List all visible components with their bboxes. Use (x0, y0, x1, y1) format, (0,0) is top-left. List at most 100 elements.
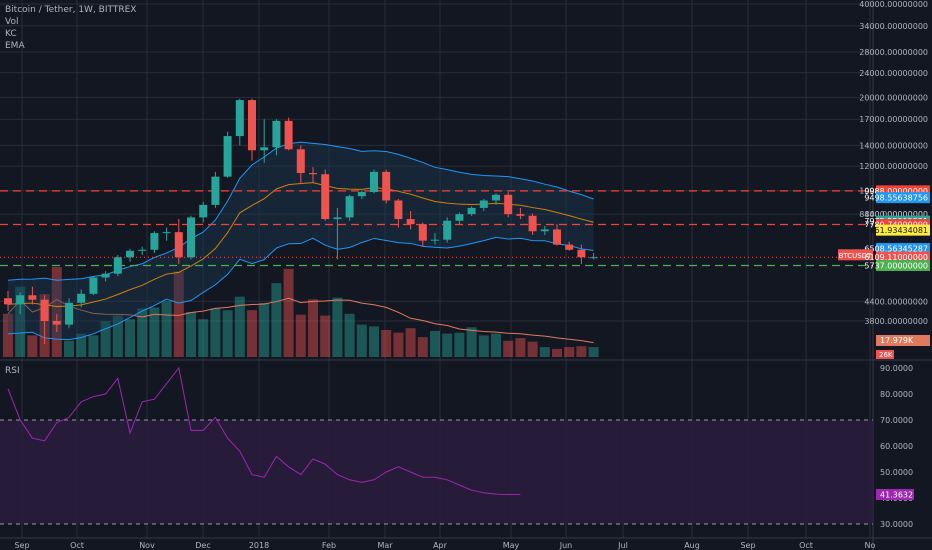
time-axis-label: Mar (377, 541, 393, 550)
candle-body (504, 194, 513, 215)
volume-bar (112, 315, 123, 357)
price-axis-tick-label: 28000.00000000 (859, 48, 928, 57)
volume-bar (466, 327, 477, 357)
price-label-ema: 7461.93434081 (864, 226, 928, 235)
candle-body (479, 200, 488, 208)
candle-body (272, 120, 281, 148)
volume-bar (369, 326, 379, 357)
chart-title: Bitcoin / Tether, 1W, BITTREX (5, 5, 137, 15)
legend-indicator-ema[interactable]: EMA (5, 41, 25, 51)
candle-body (65, 302, 73, 325)
candle-body (138, 249, 147, 251)
price-axis-tick-label: 24000.00000000 (859, 69, 928, 78)
candle-body (333, 217, 342, 220)
price-axis-tick-label: 8400.000000000 (859, 210, 928, 219)
vol-label: 26K (879, 351, 893, 359)
candle-body (4, 298, 12, 305)
volume-bar (186, 312, 196, 357)
price-label-bg (876, 260, 930, 272)
candle-body (28, 295, 37, 300)
rsi-last-label-bg (876, 488, 914, 500)
price-axis-tick-label: 34000.00000000 (859, 22, 928, 31)
volume-bar (198, 319, 209, 357)
rsi-axis-tick-label: 70.0000 (880, 416, 913, 425)
time-axis-label: 2018 (249, 541, 269, 550)
rsi-line (7, 366, 521, 496)
price-axis-tick-label: 20000.00000000 (859, 93, 928, 102)
volume-bar (247, 310, 257, 357)
volume-ma-line (7, 297, 594, 344)
price-label-bg (876, 218, 930, 230)
rsi-band-fill (0, 420, 873, 524)
volume-bar (76, 333, 87, 357)
legend-indicator-kc[interactable]: KC (5, 29, 17, 39)
price-axis-tick-label: 12000.00000000 (859, 162, 928, 171)
price-label-bg (876, 192, 930, 204)
candle-body (553, 229, 561, 245)
kc-lower-line (7, 236, 594, 341)
candle-body (260, 147, 269, 151)
candle-body (248, 100, 256, 151)
volume-bar (149, 307, 160, 357)
candle-body (357, 192, 366, 197)
volume-bar (222, 310, 233, 357)
volume-bar (51, 267, 62, 357)
time-axis-label: Aug (684, 541, 700, 550)
candle-body (565, 244, 574, 250)
candle-body (211, 176, 220, 205)
candle-body (321, 174, 330, 220)
volume-bar (588, 347, 599, 357)
candle-body (492, 194, 500, 201)
rsi-axis-tick-label: 90.0000 (880, 364, 913, 373)
candle-body (370, 171, 378, 193)
symbol-badge-text: BTCUSDT (839, 252, 873, 260)
time-axis-label: Feb (322, 541, 336, 550)
volume-bar (100, 321, 111, 357)
volume-bar (442, 333, 453, 357)
time-axis-label: Jun (559, 541, 573, 550)
price-label-support: 5737.00000000 (864, 262, 928, 271)
candle-body (467, 207, 476, 215)
candle-body (516, 214, 525, 216)
vol-ma-label-bg (876, 335, 930, 346)
price-axis-tick-label: 40000.00000000 (859, 0, 928, 9)
price-axis-tick-label: 4400.00000000 (864, 297, 928, 306)
chart-legend: Bitcoin / Tether, 1W, BITTREX Vol KC EMA (5, 4, 136, 52)
candle-body (382, 171, 391, 201)
candle-body (187, 217, 195, 258)
volume-bar (564, 347, 575, 357)
rsi-axis-tick-label: 60.0000 (880, 442, 913, 451)
volume-bar (491, 333, 501, 357)
volume-bar (344, 313, 355, 357)
price-label-bg (876, 224, 930, 236)
candle-body (540, 229, 549, 232)
volume-bar (320, 315, 331, 357)
volume-bar (161, 301, 172, 357)
candle-body (528, 215, 537, 232)
time-axis-label: Dec (195, 541, 210, 550)
candle-body (235, 100, 244, 137)
volume-bar (539, 347, 550, 357)
volume-bar (88, 335, 99, 357)
candle-body (126, 250, 134, 258)
candle-body (431, 239, 439, 241)
volume-bar (576, 346, 587, 357)
volume-bar (454, 332, 465, 357)
rsi-axis-tick-label: 30.0000 (880, 520, 913, 529)
volume-bar (27, 335, 38, 357)
candle-body (345, 196, 354, 218)
legend-indicator-vol[interactable]: Vol (5, 17, 19, 27)
time-axis-label: Sep (14, 541, 29, 550)
time-axis-label: Apr (433, 541, 448, 550)
time-axis-label: Sep (740, 541, 755, 550)
price-label-resistance: 9988.00000000 (864, 187, 928, 196)
volume-bar (381, 330, 392, 357)
volume-bar (173, 271, 184, 357)
volume-bar (283, 268, 294, 357)
candle-body (577, 249, 586, 258)
candle-body (589, 257, 598, 259)
candle-body (223, 136, 232, 177)
price-axis-tick-label: 17000.00000000 (859, 115, 928, 124)
volume-bar (210, 308, 221, 357)
